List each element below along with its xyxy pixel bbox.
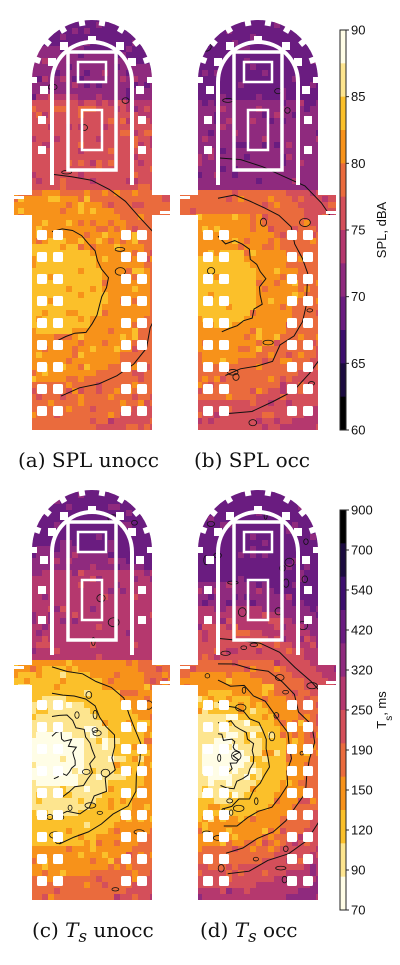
panel-a-spl-unocc-plan bbox=[12, 14, 172, 431]
colorbar-tick-label: 900 bbox=[351, 503, 373, 518]
colorbar-swatch bbox=[340, 576, 346, 611]
colorbar-tick-label: 60 bbox=[351, 423, 365, 438]
colorbar-swatch bbox=[340, 610, 346, 644]
colorbar-swatch bbox=[340, 263, 346, 298]
caption-b: (b) SPL occ bbox=[194, 448, 311, 472]
colorbar-swatch bbox=[340, 510, 346, 544]
colorbar-swatch bbox=[340, 96, 346, 131]
colorbar-swatch bbox=[340, 710, 346, 744]
panel-d-ts-occ-plan bbox=[178, 484, 338, 901]
colorbar-tick-label: 70 bbox=[351, 289, 365, 304]
caption-d: (d) Ts occ bbox=[200, 918, 298, 946]
colorbar-swatch bbox=[340, 810, 346, 844]
colorbar-swatch bbox=[340, 63, 346, 98]
colorbar-tick-label: 85 bbox=[351, 89, 365, 104]
colorbar-swatch bbox=[340, 676, 346, 711]
colorbar-tick-label: 150 bbox=[351, 783, 373, 798]
colorbar-swatch bbox=[340, 843, 346, 878]
colorbar-tick-label: 540 bbox=[351, 583, 373, 598]
colorbar-swatch bbox=[340, 130, 346, 164]
ts-colorbar-title: Ts, ms bbox=[374, 691, 395, 729]
colorbar-tick-label: 80 bbox=[351, 156, 365, 171]
colorbar-tick-label: 700 bbox=[351, 543, 373, 558]
colorbar-swatch bbox=[340, 196, 346, 231]
colorbar-swatch bbox=[340, 776, 346, 811]
caption-c: (c) Ts unocc bbox=[32, 918, 154, 946]
colorbar-swatch bbox=[340, 876, 346, 911]
colorbar-tick-label: 65 bbox=[351, 356, 365, 371]
colorbar-swatch bbox=[340, 743, 346, 778]
colorbar-tick-label: 70 bbox=[351, 903, 365, 918]
colorbar-swatch bbox=[340, 230, 346, 264]
colorbar-swatch bbox=[340, 163, 346, 198]
ts-colorbar: 900 700 540 420 320 250 190 150 120 90 70 Ts, ms bbox=[339, 503, 395, 918]
caption-a: (a) SPL unocc bbox=[18, 448, 159, 472]
colorbar-tick-label: 75 bbox=[351, 223, 365, 238]
colorbar-swatch bbox=[340, 363, 346, 398]
colorbar-tick-label: 190 bbox=[351, 743, 373, 758]
colorbar-swatch bbox=[340, 330, 346, 364]
panel-c-ts-unocc-plan bbox=[12, 484, 172, 901]
colorbar-swatch bbox=[340, 296, 346, 331]
colorbar-tick-label: 90 bbox=[351, 863, 365, 878]
spl-colorbar-title: SPL, dBA bbox=[374, 201, 389, 258]
colorbar-tick-label: 320 bbox=[351, 663, 373, 678]
colorbar-swatch bbox=[340, 396, 346, 431]
colorbar-tick-label: 120 bbox=[351, 823, 373, 838]
panel-b-spl-occ-plan bbox=[178, 14, 338, 431]
colorbar-tick-label: 420 bbox=[351, 623, 373, 638]
colorbar-swatch bbox=[340, 643, 346, 678]
spl-colorbar: 60 65 70 75 80 85 90 SPL, dBA bbox=[339, 23, 389, 438]
colorbar-tick-label: 90 bbox=[351, 23, 365, 38]
colorbar-swatch bbox=[340, 30, 346, 64]
colorbar-tick-label: 250 bbox=[351, 703, 373, 718]
colorbar-swatch bbox=[340, 543, 346, 578]
